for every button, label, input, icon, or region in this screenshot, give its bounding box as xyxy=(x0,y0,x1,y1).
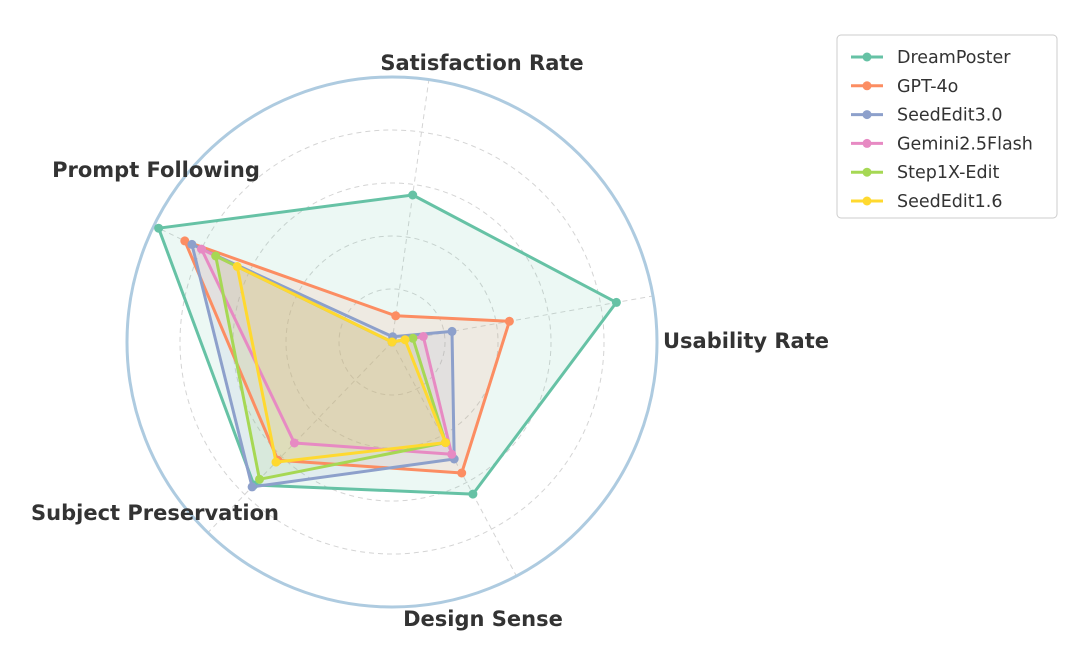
data-point-dreamposter-prompt-following xyxy=(154,223,164,233)
grid-spoke-usability-rate xyxy=(391,295,654,343)
data-point-seededit1-6-prompt-following xyxy=(232,262,242,271)
data-point-gpt-4o-prompt-following xyxy=(180,236,190,246)
grid-ring-1 xyxy=(338,288,446,396)
data-point-step1x-edit-usability-rate xyxy=(408,333,418,343)
legend-label: DreamPoster xyxy=(897,48,1011,68)
data-point-gpt-4o-design-sense xyxy=(457,468,467,478)
data-point-gpt-4o-usability-rate xyxy=(504,316,514,326)
series-area-dreamposter xyxy=(158,195,617,495)
legend-item-seededit1-6: SeedEdit1.6 xyxy=(851,192,1002,212)
axis-labels: Satisfaction Rate Usability Rate Design Se… xyxy=(31,51,829,631)
legend-swatch-marker xyxy=(862,110,872,120)
axis-label-design-sense: Design Sense xyxy=(403,607,563,631)
legend-swatch-marker xyxy=(862,52,872,62)
data-point-seededit3-0-usability-rate xyxy=(447,326,457,336)
data-point-seededit1-6-usability-rate xyxy=(400,335,410,345)
data-point-gpt-4o-satisfaction-rate xyxy=(391,311,401,321)
legend-label: Step1X-Edit xyxy=(897,163,999,183)
data-point-dreamposter-design-sense xyxy=(468,489,478,499)
axis-label-subject-preservation: Subject Preservation xyxy=(31,501,279,525)
data-point-dreamposter-satisfaction-rate xyxy=(408,190,418,200)
outer-frame xyxy=(125,75,659,609)
legend: DreamPoster GPT-4o SeedEdit3.0 Gemini2.5Fla… xyxy=(836,34,1058,219)
grid-spoke-subject-preservation xyxy=(207,341,393,533)
axis-label-prompt-following: Prompt Following xyxy=(52,158,260,182)
legend-swatch-marker xyxy=(862,196,872,206)
grid-ring-4 xyxy=(179,129,605,555)
data-point-gemini2-5flash-usability-rate xyxy=(418,332,428,341)
legend-box xyxy=(836,34,1058,219)
data-point-step1x-edit-prompt-following xyxy=(211,251,221,261)
grid-spoke-satisfaction-rate xyxy=(391,79,430,343)
legend-swatch-marker xyxy=(862,138,872,148)
series-line-gpt-4o xyxy=(183,239,511,475)
data-point-step1x-edit-subject-preservation xyxy=(255,474,264,484)
legend-item-gpt-4o: GPT-4o xyxy=(851,77,958,97)
legend-swatch-marker xyxy=(862,167,872,177)
data-point-seededit3-0-prompt-following xyxy=(187,239,197,249)
legend-item-step1x-edit: Step1X-Edit xyxy=(851,163,999,183)
data-point-seededit1-6-design-sense xyxy=(441,438,450,448)
data-point-gemini2-5flash-subject-preservation xyxy=(289,438,299,448)
series-line-dreamposter xyxy=(157,193,618,496)
legend-label: GPT-4o xyxy=(897,77,958,97)
grid-spoke-design-sense xyxy=(391,341,517,577)
data-point-gemini2-5flash-design-sense xyxy=(447,449,457,459)
axis-label-usability-rate: Usability Rate xyxy=(663,329,829,353)
legend-label: SeedEdit1.6 xyxy=(897,192,1002,212)
data-point-gemini2-5flash-prompt-following xyxy=(197,244,206,254)
series-area-gemini2-5flash xyxy=(201,249,452,455)
legend-swatch-marker xyxy=(862,81,872,91)
data-point-seededit1-6-satisfaction-rate xyxy=(387,337,397,347)
legend-item-seededit3-0: SeedEdit3.0 xyxy=(851,106,1002,126)
series-area-seededit1-6 xyxy=(237,266,446,463)
series-area-seededit3-0 xyxy=(191,244,455,487)
axis-label-satisfaction-rate: Satisfaction Rate xyxy=(380,51,583,75)
legend-item-dreamposter: DreamPoster xyxy=(851,48,1011,68)
series-area-step1x-edit xyxy=(215,256,446,480)
data-point-seededit1-6-subject-preservation xyxy=(271,457,281,467)
legend-item-gemini2-5flash: Gemini2.5Flash xyxy=(851,134,1033,154)
data-point-seededit3-0-subject-preservation xyxy=(247,482,257,492)
series-lines xyxy=(154,190,621,499)
legend-label: Gemini2.5Flash xyxy=(897,134,1033,154)
legend-label: SeedEdit3.0 xyxy=(897,106,1002,126)
data-point-dreamposter-usability-rate xyxy=(611,297,621,307)
